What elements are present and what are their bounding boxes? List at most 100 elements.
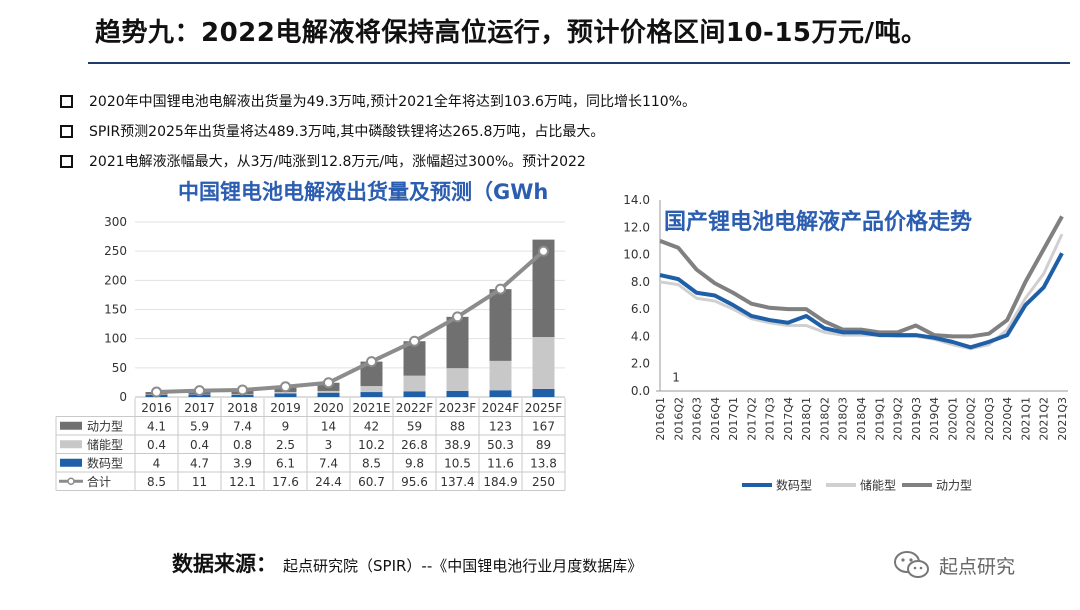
bar-segment <box>231 394 254 397</box>
legend-label: 数码型 <box>776 478 812 493</box>
data-label: 12.1 <box>229 475 256 489</box>
x-tick-label: 2020 <box>313 401 344 415</box>
shipment-stacked-bar-chart: 0 50 100 150 200 250 300 2016 2017 2018 2019 2020 20… <box>55 215 566 491</box>
x-tick-label: 2016Q2 <box>672 397 685 441</box>
legend-label: 数码型 <box>87 455 123 470</box>
y-tick-label: 8.0 <box>631 275 650 289</box>
x-tick-label: 2019Q1 <box>873 397 886 441</box>
legend-swatch <box>60 458 82 467</box>
wechat-icon <box>894 551 929 578</box>
price-chart-title: 国产锂电池电解液产品价格走势 <box>664 210 973 235</box>
bar-segment <box>532 388 555 397</box>
y-tick-label: 12.0 <box>623 220 650 234</box>
data-label: 42 <box>364 419 379 433</box>
bar-segment <box>403 341 426 376</box>
bar-segment <box>489 289 512 361</box>
data-label: 184.9 <box>483 475 517 489</box>
x-tick-label: 2016Q1 <box>654 397 667 441</box>
bar-segment <box>360 392 383 397</box>
legend-label: 储能型 <box>87 437 123 452</box>
data-label: 38.9 <box>444 438 471 452</box>
data-label: 7.4 <box>319 456 338 470</box>
data-label: 14 <box>321 419 336 433</box>
x-tick-label: 2017Q3 <box>764 397 777 441</box>
y-tick-label: 300 <box>104 215 127 229</box>
price-trend-line-chart: 0.0 2.0 4.0 6.0 8.0 10.0 12.0 14.0 2016Q1 2016Q2 2… <box>623 193 1069 493</box>
data-label: 10.2 <box>358 438 385 452</box>
data-source: 数据来源： 起点研究院（SPIR）--《中国锂电池行业月度数据库》 <box>172 548 642 578</box>
legend-label: 合计 <box>87 474 111 489</box>
y-tick-label: 2.0 <box>631 357 650 371</box>
series-line <box>659 252 1064 350</box>
square-bullet-icon <box>60 94 73 108</box>
y-tick-label: 4.0 <box>631 329 650 343</box>
y-tick-label: 200 <box>104 273 127 287</box>
total-line <box>156 249 545 395</box>
bullet-text: 2020年中国锂电池电解液出货量为49.3万吨,预计2021全年将达到103.6… <box>89 94 696 110</box>
bar-segment <box>360 361 383 387</box>
x-tick-label: 2019Q4 <box>928 397 941 441</box>
data-label: 167 <box>532 419 555 433</box>
x-tick-label: 2018Q3 <box>837 397 850 441</box>
bar-segment <box>317 392 340 397</box>
data-label: 4 <box>153 456 161 470</box>
y-tick-label: 10.0 <box>623 248 650 262</box>
x-tick-label: 2021Q3 <box>1056 397 1069 441</box>
data-label: 6.1 <box>276 456 295 470</box>
data-label: 11 <box>192 475 207 489</box>
data-label: 7.4 <box>233 419 252 433</box>
total-point <box>452 311 463 323</box>
data-label: 9.8 <box>405 456 424 470</box>
x-tick-label: 2017Q2 <box>745 397 758 441</box>
x-tick-label: 2019 <box>270 401 301 415</box>
y-tick-label: 0.0 <box>631 384 650 398</box>
bar-segment <box>446 390 469 397</box>
x-tick-label: 2021Q2 <box>1038 397 1051 441</box>
data-label: 9 <box>282 419 290 433</box>
bar-segment <box>489 390 512 397</box>
y-tick-label: 50 <box>112 361 127 375</box>
x-tick-label: 2021Q1 <box>1019 397 1032 441</box>
total-point <box>538 245 549 257</box>
bar-segment <box>274 391 297 394</box>
total-point <box>280 381 291 393</box>
total-point <box>194 385 205 397</box>
data-label: 250 <box>532 475 555 489</box>
x-tick-label: 2016 <box>141 401 172 415</box>
bar-segment <box>360 386 383 393</box>
data-label: 8.5 <box>362 456 381 470</box>
bar-segment <box>532 239 555 338</box>
legend-marker <box>67 477 75 485</box>
legend-label: 动力型 <box>87 419 123 433</box>
data-label: 13.8 <box>530 456 557 470</box>
x-tick-label: 2020Q4 <box>1001 397 1014 441</box>
x-tick-label: 2016Q4 <box>709 397 722 441</box>
bar-segment <box>274 393 297 397</box>
data-label: 59 <box>407 419 422 433</box>
legend-swatch <box>60 421 82 430</box>
shipment-chart-title: 中国锂电池电解液出货量及预测（GWh <box>178 180 549 204</box>
bar-segment <box>403 391 426 397</box>
data-label: 0.8 <box>233 438 252 452</box>
x-tick-label: 2019Q3 <box>910 397 923 441</box>
bullet-text: 2021电解液涨幅最大，从3万/吨涨到12.8万元/吨，涨幅超过300%。预计2… <box>89 154 586 170</box>
watermark-text: 起点研究 <box>939 555 1016 578</box>
bar-segment <box>317 390 340 393</box>
bar-segment <box>489 360 512 391</box>
x-tick-label: 2025F <box>525 401 563 415</box>
data-label: 137.4 <box>440 475 474 489</box>
bar-segment <box>403 375 426 392</box>
x-tick-label: 2024F <box>482 401 520 415</box>
x-tick-label: 2020Q3 <box>983 397 996 441</box>
bar-segment <box>532 337 555 389</box>
data-label: 2.5 <box>276 438 295 452</box>
y-tick-label: 6.0 <box>631 302 650 316</box>
x-tick-label: 2016Q3 <box>691 397 704 441</box>
data-label: 5.9 <box>190 419 209 433</box>
bullet-item: 2021电解液涨幅最大，从3万/吨涨到12.8万元/吨，涨幅超过300%。预计2… <box>60 146 1050 176</box>
x-tick-label: 2018Q2 <box>818 397 831 441</box>
bullet-item: SPIR预测2025年出货量将达489.3万吨,其中磷酸铁锂将达265.8万吨，… <box>60 116 1050 146</box>
x-tick-label: 2022F <box>396 401 434 415</box>
data-label: 0.4 <box>147 438 166 452</box>
x-tick-label: 2023F <box>439 401 477 415</box>
